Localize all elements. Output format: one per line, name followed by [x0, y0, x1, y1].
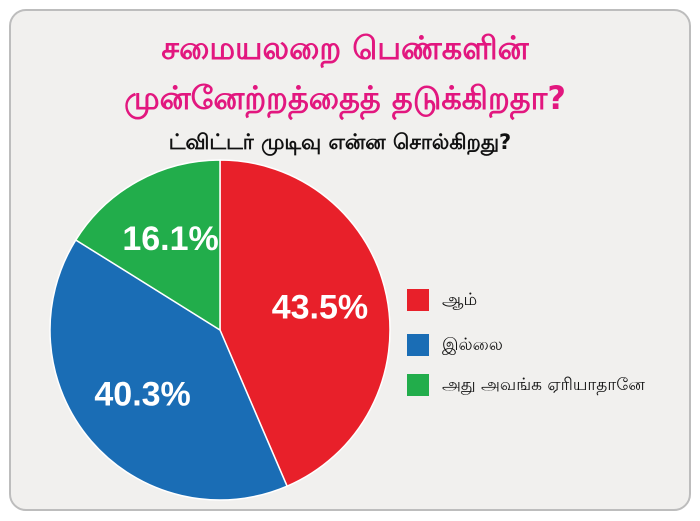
- legend-label: ஆம்: [442, 290, 477, 310]
- data-label: 43.5%: [272, 288, 368, 326]
- pie-slice: [219, 159, 391, 488]
- chart-title: சமையலறை பெண்களின்: [161, 29, 529, 68]
- legend-swatch: [407, 334, 429, 356]
- pie-slice: [49, 238, 289, 501]
- legend-label: இல்லை: [442, 335, 503, 355]
- data-label: 16.1%: [122, 220, 218, 258]
- data-label: 40.3%: [94, 375, 190, 413]
- legend-swatch: [407, 289, 429, 311]
- chart-title: முன்னேற்றத்தைத் தடுக்கிறதா?: [124, 79, 566, 120]
- legend-label: அது அவங்க ஏரியாதானே: [442, 375, 645, 395]
- chart-subtitle: ட்விட்டர் முடிவு என்ன சொல்கிறது?: [169, 130, 511, 156]
- legend-swatch: [407, 374, 429, 396]
- pie-slice: [74, 159, 221, 332]
